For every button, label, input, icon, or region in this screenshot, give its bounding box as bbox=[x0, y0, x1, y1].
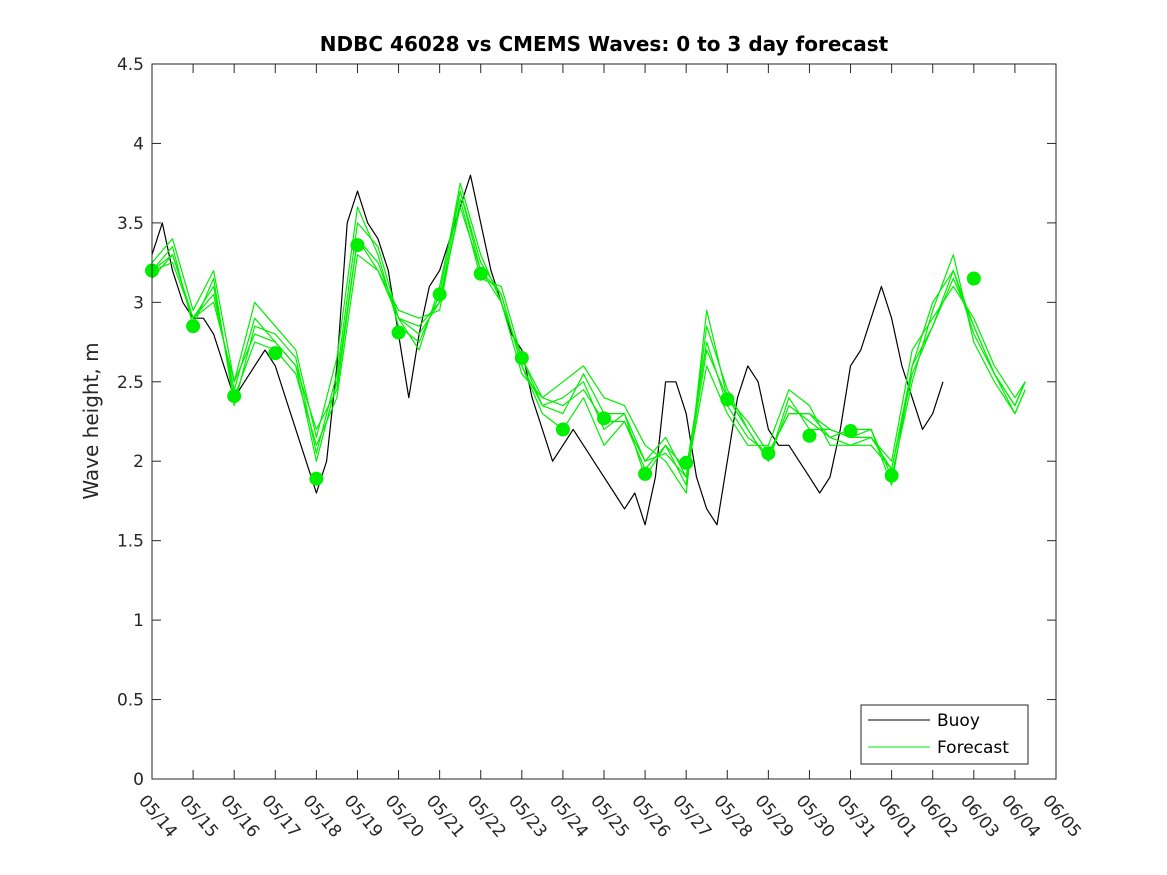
forecast-point bbox=[802, 428, 817, 443]
forecast-point bbox=[309, 471, 324, 486]
forecast-point bbox=[350, 238, 365, 253]
forecast-point bbox=[843, 424, 858, 439]
forecast-point bbox=[268, 346, 283, 361]
forecast-point bbox=[391, 325, 406, 340]
y-tick-label: 0.5 bbox=[117, 691, 144, 711]
y-tick-label: 1 bbox=[133, 611, 144, 631]
forecast-point bbox=[597, 411, 611, 426]
forecast-point bbox=[761, 446, 776, 461]
forecast-series-line bbox=[151, 206, 1026, 478]
chart-title: NDBC 46028 vs CMEMS Waves: 0 to 3 day fo… bbox=[320, 32, 889, 56]
y-tick-label: 2 bbox=[133, 452, 144, 472]
forecast-point bbox=[432, 287, 447, 302]
y-tick-label: 1.5 bbox=[117, 532, 144, 552]
forecast-point bbox=[473, 266, 488, 281]
forecast-point bbox=[966, 271, 981, 286]
y-tick-label: 3.5 bbox=[117, 214, 144, 234]
forecast-point bbox=[514, 350, 529, 365]
y-tick-label: 4.5 bbox=[117, 55, 144, 75]
forecast-point bbox=[638, 466, 653, 481]
legend-box bbox=[860, 704, 1029, 765]
y-tick-label: 3 bbox=[133, 293, 144, 313]
forecast-point bbox=[186, 319, 201, 334]
series-layer bbox=[151, 174, 1026, 526]
y-tick-label: 0 bbox=[133, 770, 144, 790]
marker-layer bbox=[145, 238, 981, 486]
forecast-point bbox=[884, 468, 899, 483]
buoy-series-line bbox=[151, 174, 944, 526]
legend: Buoy Forecast bbox=[860, 704, 1029, 765]
forecast-series-line bbox=[151, 190, 1026, 470]
legend-buoy-label: Buoy bbox=[937, 711, 980, 731]
y-axis: 0 0.5 1 1.5 2 2.5 3 3.5 4 4.5 bbox=[117, 55, 1056, 790]
forecast-point bbox=[227, 389, 242, 404]
forecast-series-line bbox=[151, 182, 1026, 494]
forecast-point bbox=[720, 392, 735, 407]
forecast-series-line bbox=[151, 198, 1026, 478]
y-tick-label: 4 bbox=[133, 134, 144, 154]
forecast-point bbox=[679, 455, 694, 470]
legend-forecast-label: Forecast bbox=[937, 738, 1009, 758]
forecast-point bbox=[555, 422, 570, 437]
y-axis-label: Wave height, m bbox=[79, 342, 103, 499]
y-tick-label: 2.5 bbox=[117, 373, 144, 393]
